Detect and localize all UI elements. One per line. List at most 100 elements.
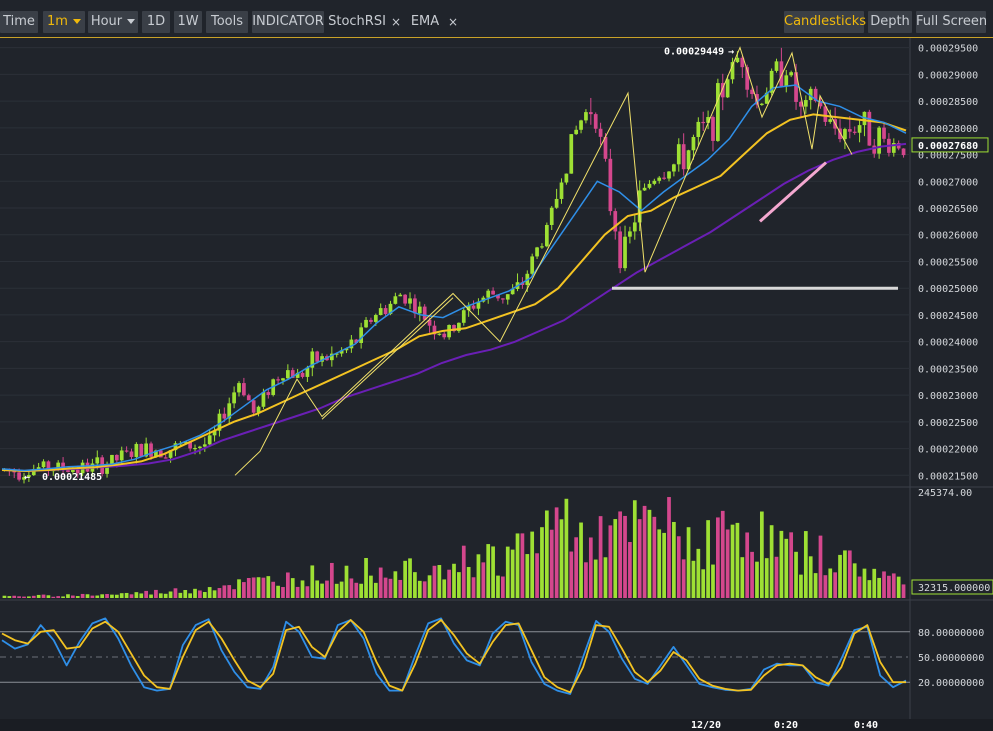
hour-dropdown[interactable]: Hour [88,11,138,33]
volume-bar [393,571,398,598]
max-price-label: 0.00029449 [664,46,724,57]
candle-body [36,467,41,470]
volume-bar [232,589,236,598]
candle-body [22,477,26,480]
candle-body [574,129,579,135]
volume-bar [295,586,300,598]
candle-body [295,372,300,378]
candle-body [686,150,691,170]
candle-body [144,443,149,457]
ema-mid-line [1,113,907,473]
candle-body [740,57,745,68]
volume-bar [403,560,407,598]
stochrsi-tab[interactable]: StochRSI [328,14,386,29]
candle-body [691,137,696,151]
volume-bar [520,533,525,598]
candle-body [422,306,427,320]
volume-bar [501,576,505,598]
volume-bar [2,595,7,598]
candle-body [61,462,65,471]
1w-button[interactable]: 1W [174,11,202,33]
volume-bar [652,516,657,598]
volume-bar [632,500,637,598]
candle-body [730,62,735,80]
volume-bar [114,594,119,598]
zigzag-trendline [234,46,853,476]
volume-bar [124,592,129,598]
candle-body [305,367,310,377]
ema-fast-line [1,84,907,472]
candle-body [486,290,491,298]
volume-bar [168,591,173,598]
candle-body [593,114,598,129]
interval-dropdown[interactable]: 1m [43,11,85,33]
candle-body [818,101,823,107]
1d-button[interactable]: 1D [142,11,170,33]
volume-bar [857,576,862,598]
candle-body [266,392,271,395]
candle-body [706,117,710,123]
candle-body [452,325,456,332]
volume-bar [701,569,706,598]
volume-bar [676,536,681,598]
volume-bar [750,551,754,598]
candle-body [188,441,192,449]
price-tick-label: 0.00026000 [918,231,978,242]
indicator-button[interactable]: INDICATOR [252,11,324,33]
candle-body [852,131,857,133]
candle-body [628,231,632,237]
candle-body [290,370,295,378]
time-tick-label: 0:20 [774,720,798,731]
stoch-d-line [1,619,906,694]
candle-body [891,143,896,153]
candlesticks-button[interactable]: Candlesticks [784,11,866,33]
candle-body [549,207,554,225]
volume-bar [774,556,779,598]
volume-bar [457,572,461,598]
volume-bar [222,585,227,598]
chevron-down-icon [127,19,136,24]
volume-bar [681,559,686,598]
candle-body [251,400,256,413]
candle-body [838,128,842,140]
volume-bar [242,582,246,598]
candle-body [603,136,608,159]
volume-bar [843,550,847,598]
volume-bar [452,563,456,598]
trading-chart[interactable]: →← 0.000295000.000290000.000285000.00028… [0,38,993,731]
price-tick-label: 0.00025000 [918,284,978,295]
time-tick-label: 0:40 [854,720,878,731]
volume-bar [7,596,12,598]
volume-bar [207,587,212,598]
volume-bar [476,554,481,598]
volume-bar [603,557,608,598]
candle-body [559,182,564,199]
ema-tab[interactable]: EMA [410,14,440,29]
candle-body [66,470,70,472]
candle-body [647,183,652,188]
volume-bar [354,582,359,598]
depth-button[interactable]: Depth [868,11,912,33]
time-button[interactable]: Time [0,11,38,33]
candle-body [784,75,789,87]
close-stochrsi-icon[interactable]: × [391,15,402,29]
volume-bar [530,531,535,598]
close-ema-icon[interactable]: × [448,15,459,29]
volume-bar [813,573,818,598]
toolbar: Time 1m Hour 1D 1W Tools INDICATOR Stoch… [0,0,993,38]
candle-body [183,441,188,444]
candle-body [329,353,334,361]
volume-bar [12,595,17,598]
volume-bar [593,559,598,598]
fullscreen-button[interactable]: Full Screen [916,11,987,33]
volume-bar [525,554,530,598]
volume-bar [129,594,134,598]
tools-button[interactable]: Tools [206,11,248,33]
volume-bar [22,596,26,598]
volume-bar [588,537,593,598]
candle-body [803,100,808,107]
volume-bar [61,596,65,598]
candle-body [198,446,202,448]
volume-bar [696,548,701,598]
volume-bar [149,594,153,598]
